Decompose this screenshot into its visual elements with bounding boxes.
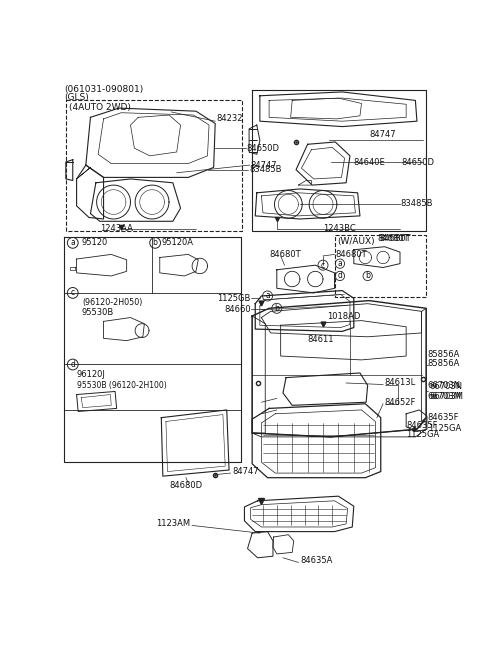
Text: (GLS): (GLS) xyxy=(64,93,89,102)
Text: 84747: 84747 xyxy=(232,467,259,476)
Text: 95530B: 95530B xyxy=(82,308,114,317)
Text: 85856A: 85856A xyxy=(428,359,460,368)
Text: 83485B: 83485B xyxy=(249,165,282,174)
Text: 84640E: 84640E xyxy=(354,158,385,166)
Text: 84611: 84611 xyxy=(308,334,334,344)
Text: 1123AM: 1123AM xyxy=(156,520,191,528)
Text: 84635F: 84635F xyxy=(428,413,459,422)
Text: d: d xyxy=(337,271,342,281)
Text: 1125GA: 1125GA xyxy=(406,430,439,439)
Text: 84680T: 84680T xyxy=(269,250,301,259)
Text: 66703M: 66703M xyxy=(428,392,462,401)
Text: 84680T: 84680T xyxy=(379,234,411,242)
Text: 84635F: 84635F xyxy=(406,421,438,430)
Text: (W/AUX): (W/AUX) xyxy=(337,237,374,246)
Text: 83485B: 83485B xyxy=(401,199,433,208)
Text: 84680T: 84680T xyxy=(377,234,408,242)
Text: a: a xyxy=(337,259,342,268)
Text: 84613L: 84613L xyxy=(384,378,416,387)
Text: 84747: 84747 xyxy=(369,130,396,139)
Text: d: d xyxy=(70,360,75,369)
Text: 84650D: 84650D xyxy=(402,158,434,166)
Text: 95120: 95120 xyxy=(82,238,108,247)
Text: b: b xyxy=(153,238,157,247)
Text: a: a xyxy=(71,238,75,247)
Text: 84635A: 84635A xyxy=(300,556,332,566)
Text: 1125GB: 1125GB xyxy=(217,294,251,303)
Text: 84747: 84747 xyxy=(251,160,277,170)
Text: 66703M: 66703M xyxy=(429,392,463,401)
Text: 84680T: 84680T xyxy=(336,250,367,259)
Text: 66703N: 66703N xyxy=(429,382,462,392)
Text: c: c xyxy=(71,288,75,298)
Text: b: b xyxy=(365,271,370,281)
Text: 84652F: 84652F xyxy=(384,397,416,407)
Text: 1125GA: 1125GA xyxy=(428,424,461,433)
Text: 84680D: 84680D xyxy=(169,481,202,490)
Text: 85856A: 85856A xyxy=(428,350,460,359)
Text: 96120J: 96120J xyxy=(77,370,106,379)
Text: (96120-2H050): (96120-2H050) xyxy=(82,298,143,307)
Text: b: b xyxy=(275,304,279,313)
Text: (061031-090801): (061031-090801) xyxy=(64,85,144,94)
Text: 1018AD: 1018AD xyxy=(327,311,360,321)
Text: 66703N: 66703N xyxy=(428,381,461,390)
Text: a: a xyxy=(265,292,270,300)
Text: 1243BC: 1243BC xyxy=(323,225,356,233)
Text: 95530B (96120-2H100): 95530B (96120-2H100) xyxy=(77,380,167,390)
Text: 84660: 84660 xyxy=(224,305,251,313)
Text: 84650D: 84650D xyxy=(247,144,280,152)
Text: c: c xyxy=(321,261,325,269)
Text: (4AUTO 2WD): (4AUTO 2WD) xyxy=(69,102,131,112)
Text: 1243AA: 1243AA xyxy=(100,225,132,233)
Text: 95120A: 95120A xyxy=(161,238,193,247)
Text: 84232: 84232 xyxy=(216,114,242,124)
